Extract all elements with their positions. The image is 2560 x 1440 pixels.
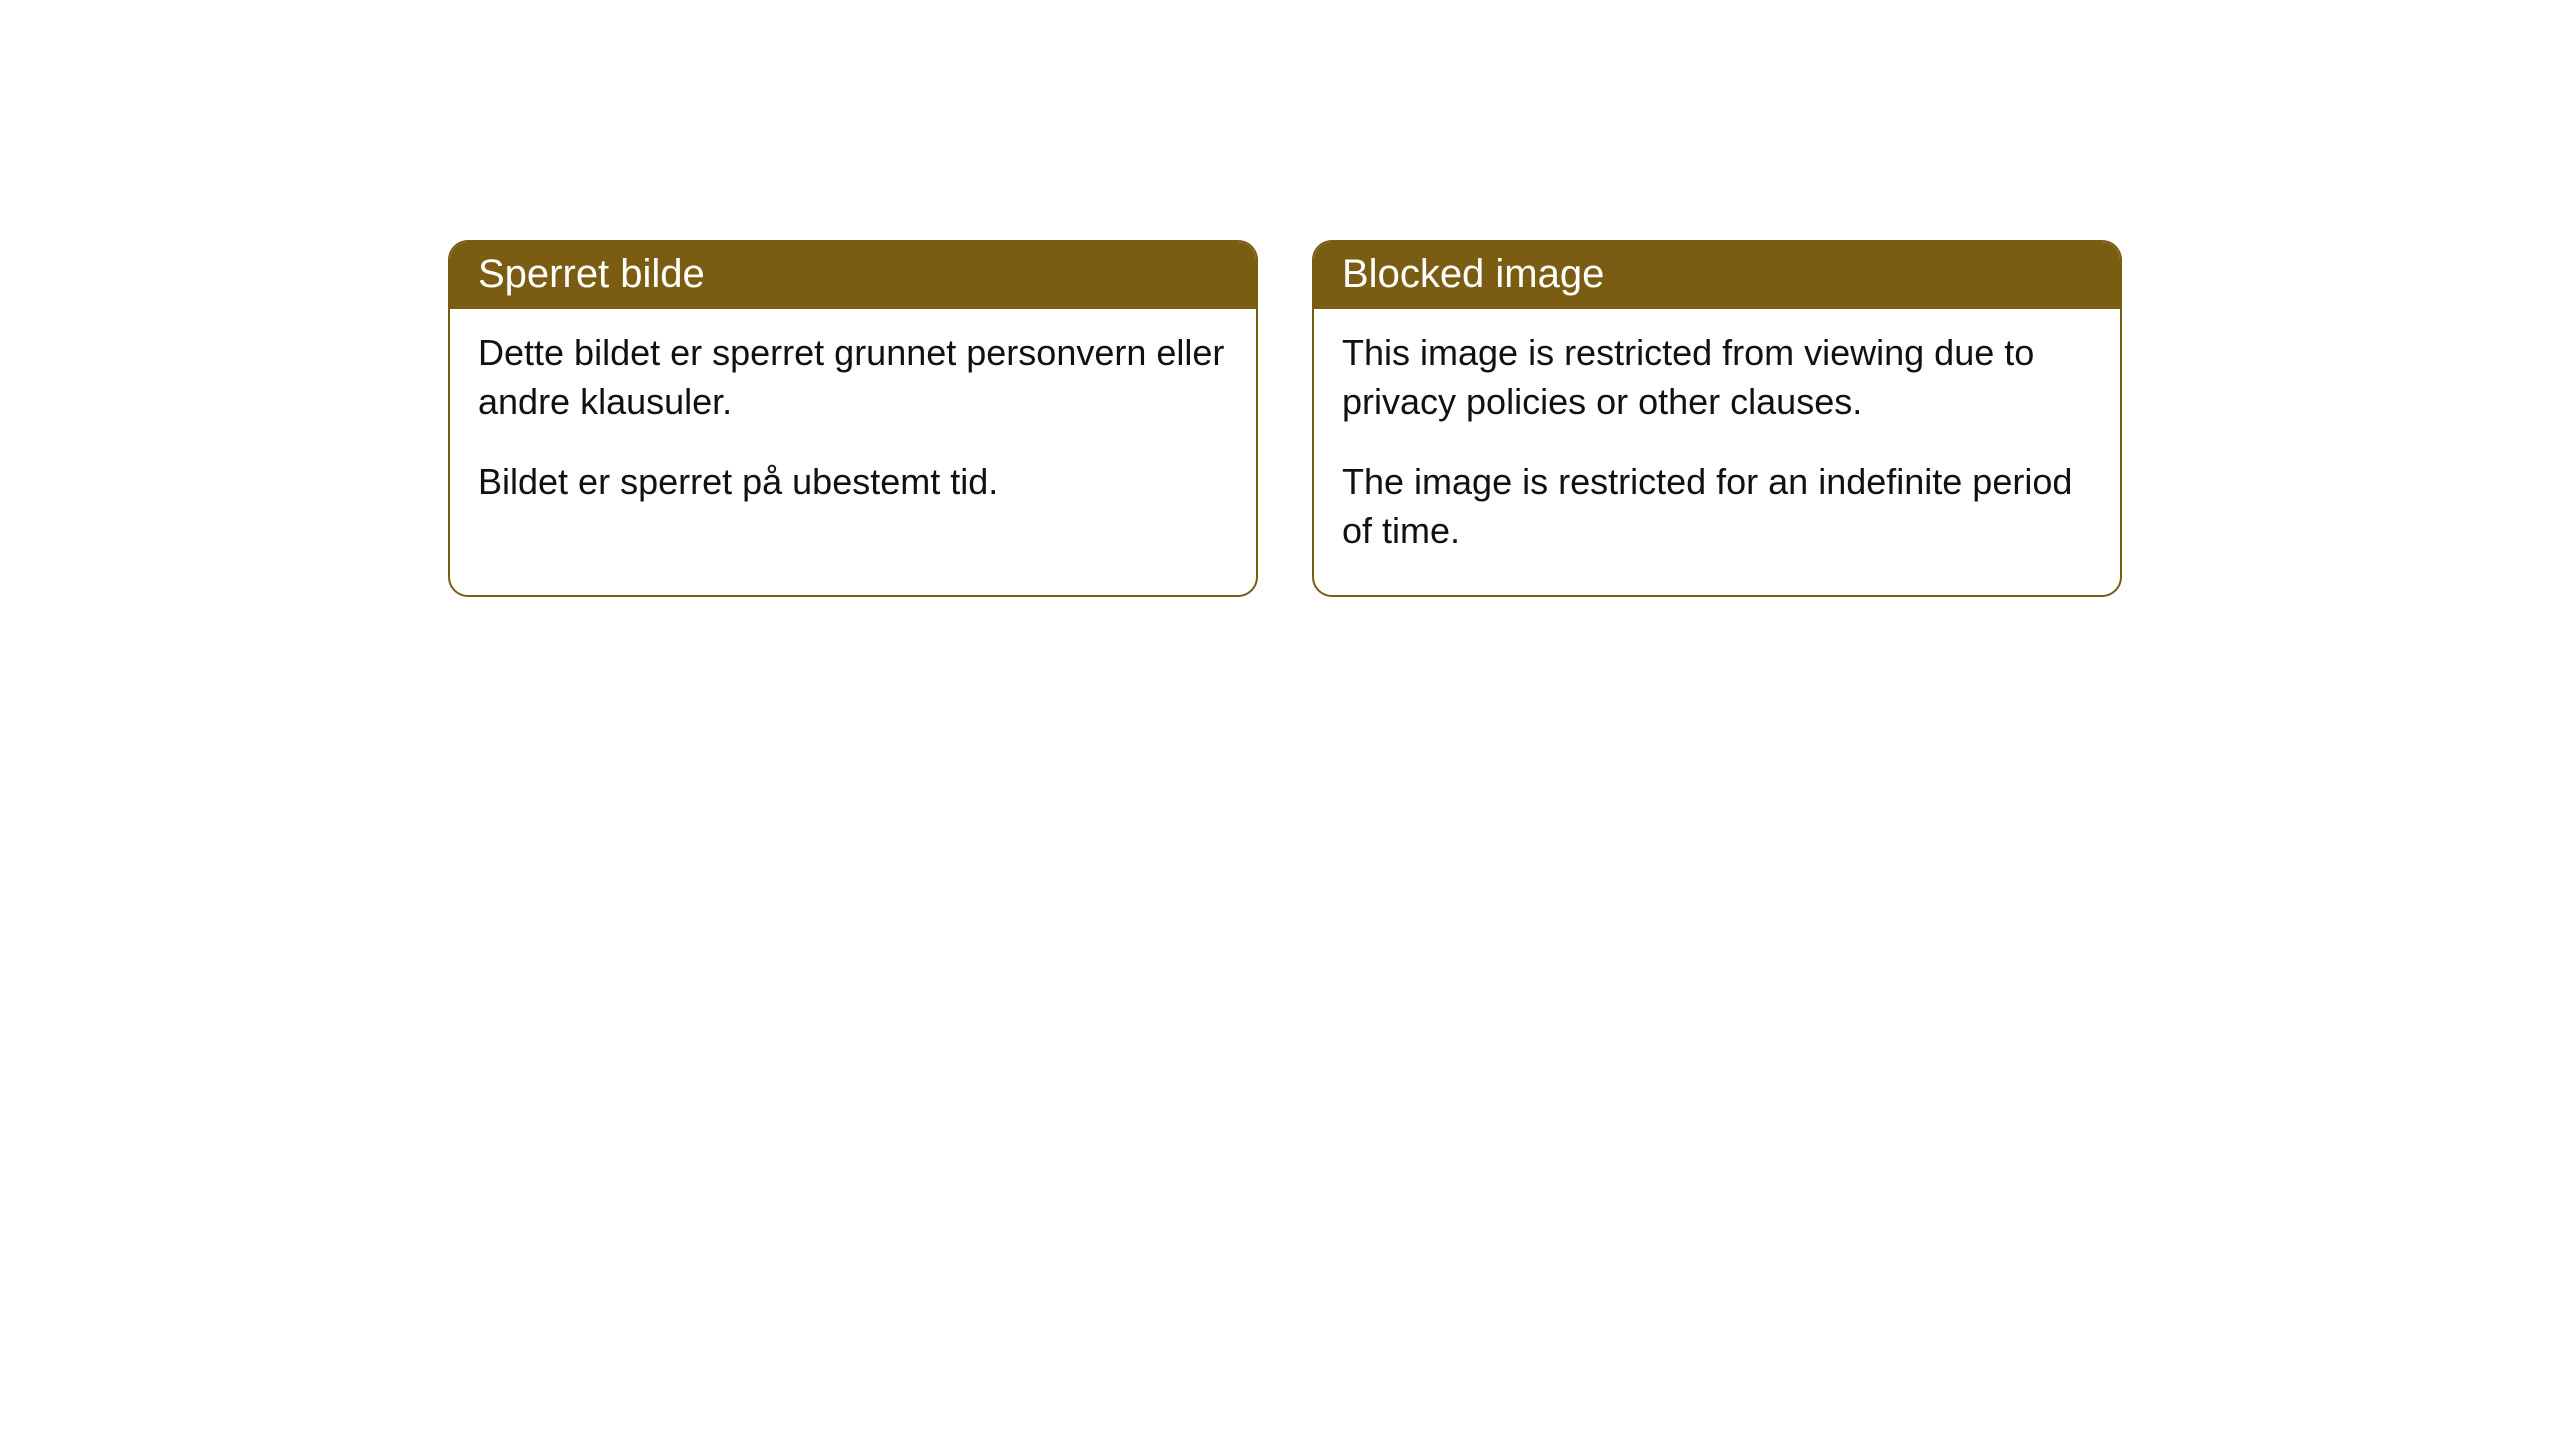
card-paragraph: The image is restricted for an indefinit… — [1342, 458, 2092, 555]
card-body: This image is restricted from viewing du… — [1314, 309, 2120, 595]
notice-card-norwegian: Sperret bilde Dette bildet er sperret gr… — [448, 240, 1258, 597]
card-paragraph: This image is restricted from viewing du… — [1342, 329, 2092, 426]
card-title: Sperret bilde — [478, 252, 705, 296]
card-header: Sperret bilde — [450, 242, 1256, 309]
notice-card-english: Blocked image This image is restricted f… — [1312, 240, 2122, 597]
card-body: Dette bildet er sperret grunnet personve… — [450, 309, 1256, 547]
card-paragraph: Dette bildet er sperret grunnet personve… — [478, 329, 1228, 426]
card-paragraph: Bildet er sperret på ubestemt tid. — [478, 458, 1228, 507]
card-header: Blocked image — [1314, 242, 2120, 309]
card-title: Blocked image — [1342, 252, 1604, 296]
notice-cards-container: Sperret bilde Dette bildet er sperret gr… — [0, 0, 2560, 597]
